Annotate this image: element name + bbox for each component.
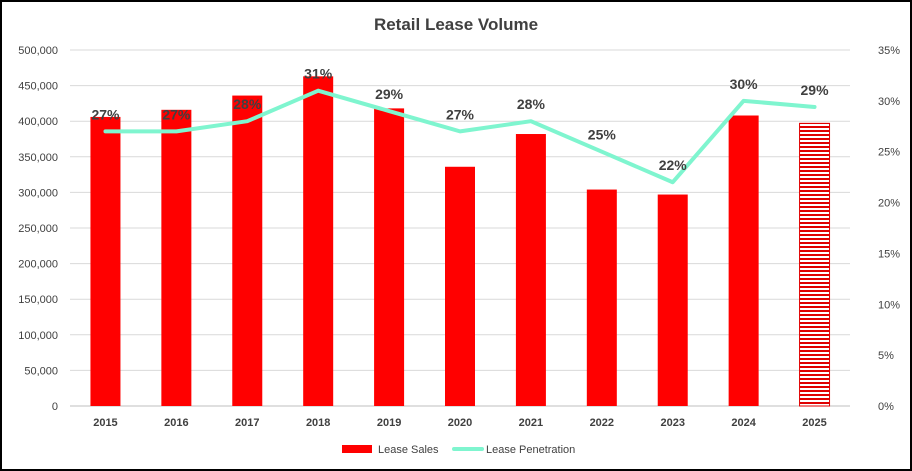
data-label: 27% [446, 106, 475, 122]
x-tick-label: 2019 [377, 417, 401, 429]
x-tick-label: 2017 [235, 417, 259, 429]
legend-label-lease-sales: Lease Sales [378, 444, 439, 456]
y-left-tick-label: 350,000 [18, 152, 58, 164]
bar-2022 [586, 189, 617, 406]
bar-2017 [232, 95, 263, 407]
x-tick-label: 2016 [164, 417, 188, 429]
legend-swatch-lease-sales [342, 445, 372, 453]
bar-series [90, 76, 831, 407]
y-left-tick-label: 0 [52, 401, 58, 413]
y-left-tick-label: 50,000 [24, 365, 58, 377]
x-tick-label: 2015 [93, 417, 117, 429]
data-label: 27% [91, 106, 120, 122]
y-right-tick-label: 25% [878, 147, 900, 159]
data-label: 25% [588, 127, 617, 143]
bar-2018 [303, 76, 334, 407]
y-left-tick-label: 250,000 [18, 223, 58, 235]
y-left-tick-label: 300,000 [18, 187, 58, 199]
y-right-tick-label: 30% [878, 96, 900, 108]
y-right-tick-label: 10% [878, 299, 900, 311]
data-label: 28% [517, 96, 546, 112]
bar-2019 [374, 108, 405, 406]
legend-label-lease-penetration: Lease Penetration [486, 444, 575, 456]
y-right-tick-label: 0% [878, 401, 894, 413]
bar-2015 [90, 116, 121, 406]
legend: Lease Sales Lease Penetration [342, 444, 575, 456]
chart-title: Retail Lease Volume [374, 15, 538, 34]
bar-2024 [728, 115, 759, 406]
line-series [103, 88, 817, 185]
bar-2021 [515, 134, 546, 407]
y-right-tick-label: 5% [878, 350, 894, 362]
data-label: 29% [801, 82, 830, 98]
x-tick-label: 2018 [306, 417, 330, 429]
bar-2023 [657, 194, 688, 406]
y-axis-right: 0% 5% 10% 15% 20% 25% 30% 35% [878, 45, 900, 413]
data-labels: 27% 27% 28% 31% 29% 27% 28% 25% 22% 30% 29% [91, 66, 829, 174]
y-right-tick-label: 35% [878, 45, 900, 57]
x-tick-label: 2025 [802, 417, 826, 429]
y-left-tick-label: 500,000 [18, 45, 58, 57]
y-left-tick-label: 400,000 [18, 116, 58, 128]
y-left-tick-label: 100,000 [18, 330, 58, 342]
x-tick-label: 2021 [519, 417, 543, 429]
data-label: 29% [375, 86, 404, 102]
y-left-tick-label: 200,000 [18, 259, 58, 271]
x-tick-label: 2023 [660, 417, 684, 429]
y-right-tick-label: 20% [878, 198, 900, 210]
y-left-tick-label: 150,000 [18, 294, 58, 306]
bar-2016 [161, 109, 192, 407]
x-tick-label: 2024 [731, 417, 756, 429]
data-label: 31% [304, 66, 333, 82]
x-axis: 2015 2016 2017 2018 2019 2020 2021 2022 2023 2024… [93, 417, 827, 429]
y-axis-left: 0 50,000 100,000 150,000 200,000 250,000 300,0… [18, 45, 58, 413]
y-right-tick-label: 15% [878, 248, 900, 260]
x-tick-label: 2022 [590, 417, 614, 429]
data-label: 22% [659, 157, 688, 173]
x-tick-label: 2020 [448, 417, 472, 429]
bar-2020 [445, 166, 475, 406]
bar-2025 [799, 122, 831, 407]
y-left-tick-label: 450,000 [18, 81, 58, 93]
data-label: 30% [730, 76, 759, 92]
data-label: 28% [233, 96, 262, 112]
data-label: 27% [162, 106, 191, 122]
